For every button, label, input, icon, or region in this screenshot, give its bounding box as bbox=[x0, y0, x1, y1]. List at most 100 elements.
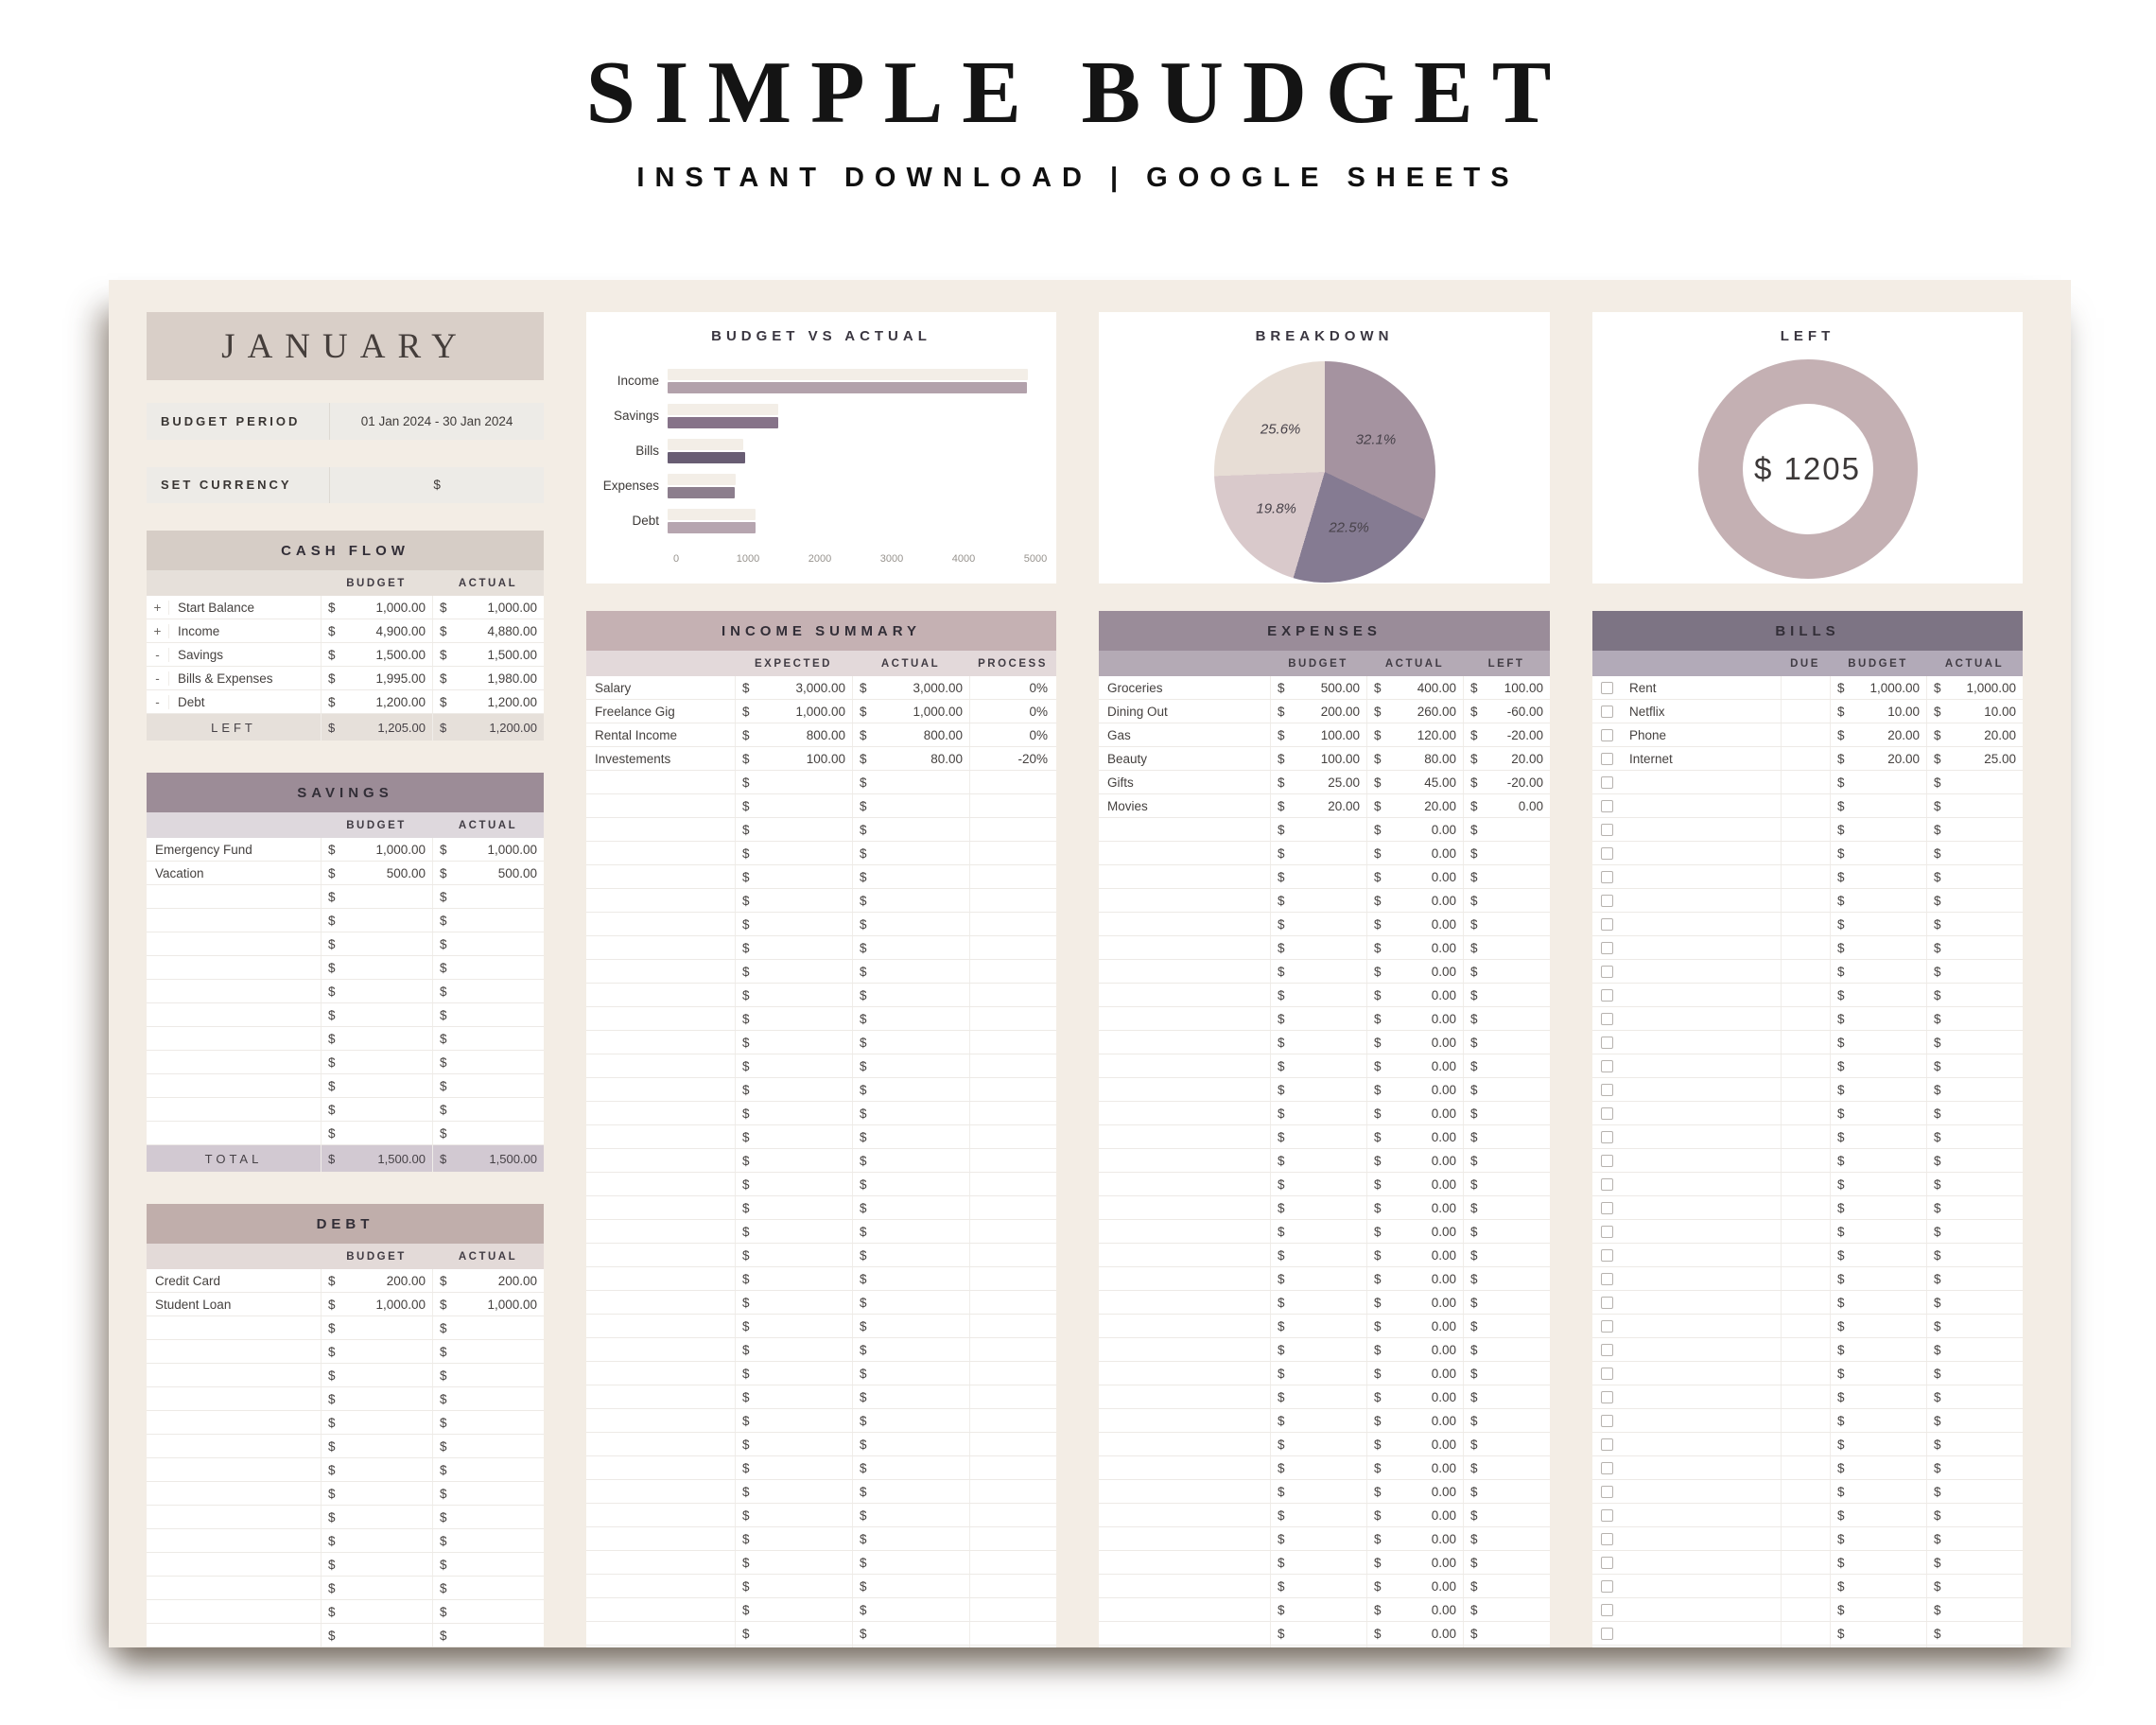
process-cell[interactable] bbox=[969, 960, 1056, 983]
expected-cell[interactable]: $ bbox=[735, 1125, 852, 1148]
left-cell[interactable]: $ bbox=[1463, 1315, 1550, 1337]
bill-checkbox[interactable] bbox=[1600, 1248, 1613, 1262]
expected-cell[interactable]: $ bbox=[735, 771, 852, 793]
budget-cell[interactable]: $ bbox=[1830, 794, 1926, 817]
actual-cell[interactable]: $0.00 bbox=[1366, 1456, 1463, 1479]
actual-cell[interactable]: $ bbox=[852, 1409, 969, 1432]
due-cell[interactable] bbox=[1781, 984, 1830, 1006]
process-cell[interactable] bbox=[969, 1244, 1056, 1266]
actual-cell[interactable]: $ bbox=[1926, 1527, 2023, 1550]
process-cell[interactable] bbox=[969, 1007, 1056, 1030]
budget-cell[interactable]: $ bbox=[1270, 1102, 1366, 1124]
actual-total-cell[interactable]: $1,200.00 bbox=[432, 714, 544, 741]
expected-cell[interactable]: $ bbox=[735, 1362, 852, 1385]
bill-checkbox[interactable] bbox=[1600, 1627, 1613, 1640]
expected-cell[interactable]: $ bbox=[735, 1338, 852, 1361]
actual-cell[interactable]: $1,000.00 bbox=[432, 1293, 544, 1316]
bill-checkbox[interactable] bbox=[1600, 1177, 1613, 1191]
actual-cell[interactable]: $ bbox=[852, 1433, 969, 1455]
actual-cell[interactable]: $0.00 bbox=[1366, 1551, 1463, 1574]
actual-cell[interactable]: $ bbox=[852, 1575, 969, 1597]
actual-cell[interactable]: $ bbox=[432, 1340, 544, 1363]
budget-cell[interactable]: $500.00 bbox=[1270, 676, 1366, 699]
actual-cell[interactable]: $80.00 bbox=[852, 747, 969, 770]
actual-cell[interactable]: $ bbox=[1926, 1054, 2023, 1077]
actual-cell[interactable]: $ bbox=[852, 1173, 969, 1195]
actual-cell[interactable]: $ bbox=[852, 842, 969, 864]
budget-cell[interactable]: $ bbox=[1270, 1007, 1366, 1030]
actual-cell[interactable]: $ bbox=[432, 932, 544, 955]
expected-cell[interactable]: $ bbox=[735, 1031, 852, 1054]
actual-cell[interactable]: $ bbox=[1926, 1244, 2023, 1266]
actual-cell[interactable]: $80.00 bbox=[1366, 747, 1463, 770]
actual-cell[interactable]: $ bbox=[1926, 1575, 2023, 1597]
due-cell[interactable] bbox=[1781, 889, 1830, 912]
actual-cell[interactable]: $3,000.00 bbox=[852, 676, 969, 699]
actual-total-cell[interactable]: $1,500.00 bbox=[432, 1145, 544, 1172]
bill-checkbox[interactable] bbox=[1600, 799, 1613, 812]
expected-cell[interactable]: $ bbox=[735, 1385, 852, 1408]
process-cell[interactable] bbox=[969, 1078, 1056, 1101]
budget-cell[interactable]: $ bbox=[1270, 1220, 1366, 1243]
actual-cell[interactable]: $ bbox=[432, 1364, 544, 1386]
bill-checkbox[interactable] bbox=[1600, 1225, 1613, 1238]
process-cell[interactable] bbox=[969, 865, 1056, 888]
budget-cell[interactable]: $ bbox=[1830, 1291, 1926, 1314]
budget-cell[interactable]: $ bbox=[1830, 818, 1926, 841]
budget-cell[interactable]: $100.00 bbox=[1270, 747, 1366, 770]
budget-cell[interactable]: $ bbox=[1830, 913, 1926, 935]
actual-cell[interactable]: $ bbox=[432, 1122, 544, 1144]
budget-cell[interactable]: $ bbox=[1270, 1480, 1366, 1503]
name-cell[interactable]: Bills & Expenses bbox=[178, 671, 273, 686]
bill-checkbox[interactable] bbox=[1600, 823, 1613, 836]
actual-cell[interactable]: $ bbox=[432, 956, 544, 979]
budget-cell[interactable]: $ bbox=[321, 1003, 432, 1026]
expected-cell[interactable]: $ bbox=[735, 1527, 852, 1550]
budget-cell[interactable]: $ bbox=[1270, 889, 1366, 912]
actual-cell[interactable]: $1,200.00 bbox=[432, 690, 544, 713]
left-cell[interactable]: $ bbox=[1463, 1102, 1550, 1124]
name-cell[interactable]: Gifts bbox=[1107, 775, 1134, 790]
actual-cell[interactable]: $0.00 bbox=[1366, 1078, 1463, 1101]
process-cell[interactable] bbox=[969, 1504, 1056, 1526]
expected-cell[interactable]: $ bbox=[735, 1220, 852, 1243]
expected-cell[interactable]: $ bbox=[735, 842, 852, 864]
actual-cell[interactable]: $ bbox=[852, 1622, 969, 1645]
expected-cell[interactable]: $ bbox=[735, 1173, 852, 1195]
actual-cell[interactable]: $0.00 bbox=[1366, 1125, 1463, 1148]
budget-cell[interactable]: $100.00 bbox=[1270, 723, 1366, 746]
expected-cell[interactable]: $1,000.00 bbox=[735, 700, 852, 723]
process-cell[interactable] bbox=[969, 1456, 1056, 1479]
process-cell[interactable] bbox=[969, 1433, 1056, 1455]
process-cell[interactable] bbox=[969, 1149, 1056, 1172]
expected-cell[interactable]: $ bbox=[735, 1456, 852, 1479]
process-cell[interactable] bbox=[969, 1480, 1056, 1503]
name-cell[interactable]: Gas bbox=[1107, 727, 1131, 742]
actual-cell[interactable]: $0.00 bbox=[1366, 1598, 1463, 1621]
budget-cell[interactable]: $1,000.00 bbox=[321, 1293, 432, 1316]
bill-checkbox[interactable] bbox=[1600, 1154, 1613, 1167]
process-cell[interactable] bbox=[969, 1054, 1056, 1077]
expected-cell[interactable]: $800.00 bbox=[735, 723, 852, 746]
process-cell[interactable] bbox=[969, 1220, 1056, 1243]
budget-cell[interactable]: $ bbox=[1830, 1385, 1926, 1408]
budget-cell[interactable]: $ bbox=[1830, 1031, 1926, 1054]
budget-cell[interactable]: $25.00 bbox=[1270, 771, 1366, 793]
budget-cell[interactable]: $ bbox=[1830, 1622, 1926, 1645]
budget-cell[interactable]: $ bbox=[1830, 1598, 1926, 1621]
budget-cell[interactable]: $20.00 bbox=[1830, 747, 1926, 770]
actual-cell[interactable]: $ bbox=[1926, 889, 2023, 912]
bill-checkbox[interactable] bbox=[1600, 1343, 1613, 1356]
left-cell[interactable]: $ bbox=[1463, 1338, 1550, 1361]
left-cell[interactable]: $ bbox=[1463, 818, 1550, 841]
actual-cell[interactable]: $0.00 bbox=[1366, 1527, 1463, 1550]
budget-cell[interactable]: $ bbox=[1830, 1007, 1926, 1030]
actual-cell[interactable]: $ bbox=[852, 1385, 969, 1408]
process-cell[interactable] bbox=[969, 1575, 1056, 1597]
left-cell[interactable]: $ bbox=[1463, 1551, 1550, 1574]
budget-cell[interactable]: $ bbox=[321, 909, 432, 932]
actual-cell[interactable]: $20.00 bbox=[1926, 723, 2023, 746]
left-cell[interactable]: $ bbox=[1463, 889, 1550, 912]
budget-cell[interactable]: $ bbox=[1830, 865, 1926, 888]
actual-cell[interactable]: $ bbox=[852, 1456, 969, 1479]
